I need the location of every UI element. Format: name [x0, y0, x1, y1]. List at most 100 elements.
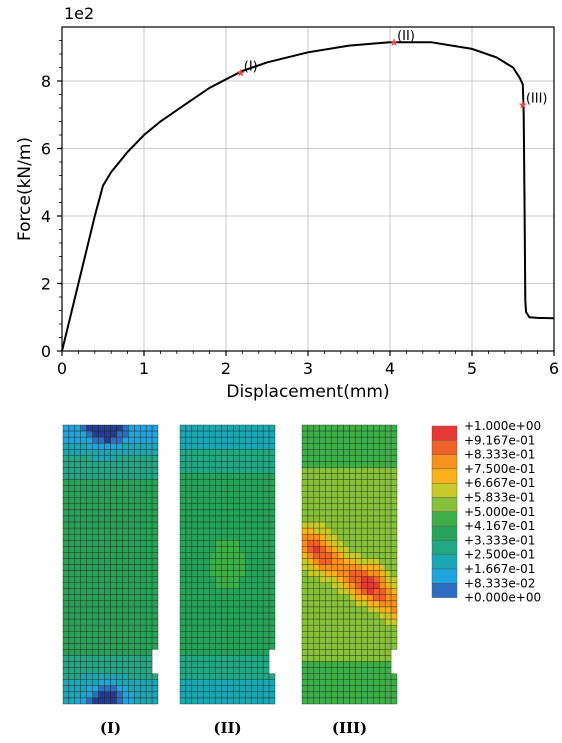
mesh-cell: [98, 473, 105, 480]
mesh-cell: [215, 503, 222, 511]
mesh-cell: [268, 527, 276, 535]
mesh-cell: [257, 576, 264, 583]
mesh-cell: [145, 540, 153, 547]
mesh-cell: [140, 576, 147, 583]
mesh-cell: [98, 443, 105, 450]
mesh-cell: [104, 552, 111, 559]
mesh-cell: [215, 588, 222, 596]
mesh-cell: [343, 497, 350, 505]
mesh-cell: [128, 436, 135, 444]
mesh-cell: [179, 594, 187, 602]
legend-swatch: [431, 511, 458, 527]
mesh-cell: [197, 685, 204, 693]
mesh-cell: [233, 461, 240, 468]
mesh-cell: [62, 546, 70, 553]
mesh-cell: [262, 430, 270, 438]
mesh-cell: [145, 655, 153, 662]
mesh-cell: [355, 600, 362, 608]
mesh-cell: [349, 485, 356, 492]
mesh-cell: [140, 612, 147, 620]
mesh-cell: [301, 582, 309, 589]
mesh-cell: [239, 430, 246, 438]
mesh-cell: [233, 685, 240, 693]
mesh-cell: [367, 527, 374, 535]
mesh-cell: [197, 697, 204, 705]
mesh-cell: [251, 582, 258, 589]
mesh-cell: [151, 691, 159, 699]
mesh-cell: [92, 558, 99, 565]
mesh-cell: [233, 497, 240, 505]
mesh-cell: [134, 691, 141, 699]
mesh-cell: [227, 679, 234, 686]
mesh-cell: [367, 624, 374, 632]
mesh-cell: [62, 576, 70, 583]
mesh-cell: [313, 461, 320, 468]
mesh-cell: [227, 461, 234, 468]
mesh-cell: [233, 564, 240, 571]
mesh-cell: [268, 449, 276, 456]
mesh-cell: [110, 685, 117, 693]
mesh-cell: [62, 443, 70, 450]
mesh-cell: [203, 697, 210, 705]
mesh-cell: [301, 618, 309, 626]
mesh-cell: [116, 637, 123, 644]
mesh-cell: [134, 527, 141, 535]
mesh-cell: [92, 600, 99, 608]
mesh-cell: [319, 485, 326, 492]
mesh-cell: [379, 679, 386, 686]
mesh-cell: [245, 667, 252, 674]
mesh-cell: [179, 424, 187, 432]
mesh-cell: [257, 685, 264, 693]
mesh-cell: [227, 673, 234, 680]
mesh-cell: [203, 594, 210, 602]
mesh-cell: [134, 503, 141, 511]
mesh-cell: [203, 436, 210, 444]
mesh-cell: [319, 430, 326, 438]
mesh-cell: [203, 430, 210, 438]
mesh-cell: [373, 424, 380, 432]
mesh-cell: [307, 606, 315, 614]
mesh-cell: [221, 606, 228, 614]
mesh-cell: [245, 473, 252, 480]
mesh-cell: [104, 558, 111, 565]
mesh-cell: [331, 649, 338, 656]
mesh-cell: [197, 667, 204, 674]
mesh-cell: [373, 527, 380, 535]
mesh-cell: [68, 558, 76, 565]
mesh-cell: [233, 691, 240, 699]
mesh-cell: [268, 521, 276, 529]
mesh-cell: [116, 558, 123, 565]
mesh-cell: [209, 673, 216, 680]
mesh-cell: [140, 594, 147, 602]
mesh-cell: [268, 485, 276, 492]
mesh-cell: [151, 509, 159, 517]
mesh-cell: [367, 449, 374, 456]
mesh-cell: [92, 497, 99, 505]
mesh-cell: [361, 552, 368, 559]
mesh-cell: [98, 467, 105, 474]
mesh-cell: [185, 667, 193, 674]
mesh-cell: [215, 436, 222, 444]
mesh-cell: [343, 570, 350, 577]
mesh-cell: [343, 558, 350, 565]
mesh-cell: [179, 436, 187, 444]
mesh-cell: [331, 570, 338, 577]
mesh-cell: [343, 564, 350, 571]
mesh-cell: [209, 618, 216, 626]
mesh-cell: [301, 570, 309, 577]
mesh-cell: [245, 691, 252, 699]
mesh-cell: [325, 558, 332, 565]
mesh-cell: [373, 576, 380, 583]
mesh-cell: [68, 546, 76, 553]
mesh-cell: [215, 424, 222, 432]
mesh-cell: [80, 491, 87, 498]
mesh-cell: [145, 618, 153, 626]
mesh-cell: [116, 685, 123, 693]
mesh-cell: [257, 546, 264, 553]
mesh-cell: [179, 582, 187, 589]
mesh-cell: [343, 479, 350, 486]
mesh-cell: [337, 618, 344, 626]
mesh-cell: [145, 643, 153, 650]
mesh-cell: [209, 443, 216, 450]
mesh-cell: [104, 509, 111, 517]
